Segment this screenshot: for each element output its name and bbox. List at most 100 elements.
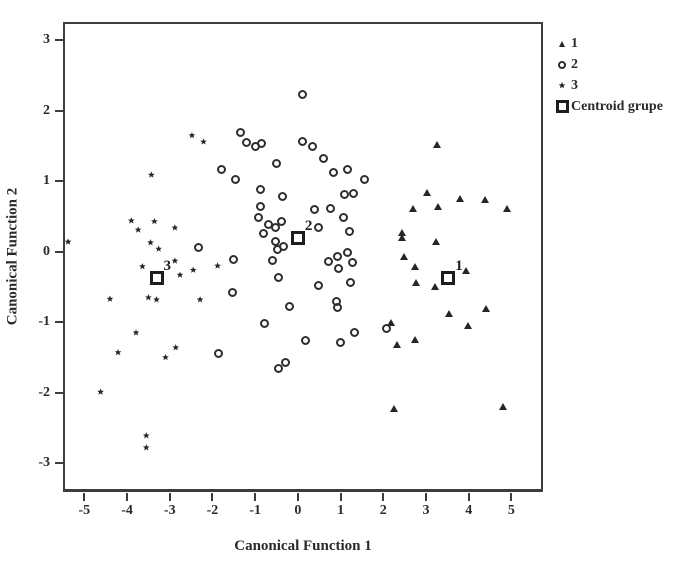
data-point-group-3 <box>176 271 184 278</box>
data-point-group-1 <box>392 340 401 348</box>
data-point-group-1 <box>390 404 399 412</box>
data-point-group-3 <box>142 444 150 451</box>
data-point-group-2 <box>272 245 282 255</box>
data-point-group-3 <box>188 131 196 139</box>
y-axis-title: Canonical Function 2 <box>4 187 21 326</box>
x-tick-mark <box>211 493 214 501</box>
data-point-group-2 <box>349 189 359 199</box>
data-point-group-1 <box>433 140 442 148</box>
x-tick-label: 2 <box>379 503 387 518</box>
x-tick-mark <box>296 493 299 501</box>
data-point-group-3 <box>171 224 179 231</box>
data-point-group-2 <box>254 213 264 223</box>
x-tick-label: 5 <box>507 503 515 518</box>
centroid-marker-group-1 <box>441 270 456 285</box>
data-point-group-2 <box>216 165 226 175</box>
data-point-group-2 <box>231 175 241 185</box>
y-tick-label: 2 <box>43 102 50 118</box>
data-point-group-3 <box>200 138 207 145</box>
data-point-group-1 <box>445 309 454 317</box>
data-point-group-3 <box>214 262 221 269</box>
y-tick-mark <box>55 180 63 183</box>
y-tick-mark <box>55 39 63 42</box>
x-tick-label: 3 <box>422 503 430 518</box>
data-point-group-3 <box>147 239 154 246</box>
data-point-group-2 <box>318 154 328 164</box>
data-point-group-2 <box>326 203 336 213</box>
data-point-group-2 <box>277 192 287 202</box>
x-tick-mark <box>510 493 513 501</box>
circle-legend-icon <box>553 60 571 69</box>
data-point-group-3 <box>142 432 150 439</box>
data-point-group-2 <box>346 278 356 288</box>
data-point-group-1 <box>399 252 408 260</box>
x-axis-title: Canonical Function 1 <box>234 538 372 554</box>
x-tick-label: -3 <box>163 503 176 518</box>
data-point-group-2 <box>348 258 358 268</box>
centroid-label-2: 2 <box>304 217 313 234</box>
data-point-group-1 <box>480 195 489 203</box>
data-point-group-2 <box>280 357 290 367</box>
x-tick-label: -4 <box>121 503 133 518</box>
data-point-group-3 <box>148 171 155 178</box>
data-point-group-2 <box>257 139 267 149</box>
data-point-group-2 <box>336 338 346 348</box>
data-point-group-2 <box>193 242 203 252</box>
data-point-group-1 <box>434 202 443 210</box>
x-tick-mark <box>126 493 129 501</box>
data-point-group-1 <box>499 403 508 411</box>
y-tick-mark <box>55 250 63 253</box>
data-point-group-2 <box>213 349 223 359</box>
x-tick-mark <box>254 493 257 501</box>
data-point-group-3 <box>114 348 122 356</box>
data-point-group-2 <box>260 319 270 329</box>
star-legend-icon <box>553 82 571 89</box>
x-tick-mark <box>424 493 427 501</box>
data-point-group-1 <box>422 188 431 196</box>
data-point-group-2 <box>308 142 318 152</box>
x-tick-label: 4 <box>465 503 473 518</box>
data-point-group-3 <box>145 294 152 301</box>
x-tick-mark <box>339 493 342 501</box>
data-point-group-2 <box>267 256 277 266</box>
legend-item-centroid-grupe: Centroid grupe <box>553 96 663 117</box>
data-point-group-3 <box>132 329 140 336</box>
data-point-group-2 <box>313 281 323 291</box>
data-point-group-2 <box>300 336 310 345</box>
data-point-group-2 <box>313 222 323 232</box>
triangle-legend-icon <box>553 40 571 47</box>
data-point-group-1 <box>432 237 441 245</box>
data-point-group-1 <box>455 194 464 202</box>
data-point-group-3 <box>106 295 114 302</box>
data-point-group-2 <box>270 222 280 232</box>
data-point-group-3 <box>153 296 160 303</box>
y-tick-label: 0 <box>43 243 50 259</box>
data-point-group-2 <box>284 302 294 312</box>
legend: 1 2 3 Centroid grupe <box>553 33 663 117</box>
data-point-group-2 <box>297 136 307 146</box>
data-point-group-3 <box>134 226 142 233</box>
data-point-group-1 <box>461 267 470 275</box>
centroid-label-1: 1 <box>455 257 463 274</box>
data-point-group-1 <box>410 262 419 270</box>
data-point-group-3 <box>151 217 158 225</box>
data-point-group-3 <box>196 296 204 303</box>
x-tick-label: -5 <box>78 503 91 518</box>
data-point-group-2 <box>229 254 239 264</box>
y-tick-label: 3 <box>43 32 50 48</box>
x-tick-mark <box>168 493 171 501</box>
data-point-group-3 <box>171 257 179 264</box>
centroid-marker-group-3 <box>149 270 164 285</box>
x-tick-mark <box>382 493 385 501</box>
data-point-group-2 <box>309 204 319 214</box>
y-tick-mark <box>55 109 63 112</box>
y-tick-label: -1 <box>38 314 50 330</box>
data-point-group-2 <box>329 167 339 177</box>
data-point-group-3 <box>155 245 163 252</box>
data-point-group-2 <box>350 328 360 338</box>
data-point-group-1 <box>503 205 512 213</box>
y-tick-label: 1 <box>43 173 50 189</box>
legend-label: 3 <box>571 77 578 93</box>
data-point-group-2 <box>256 202 266 212</box>
centroid-marker-group-2 <box>290 230 305 245</box>
